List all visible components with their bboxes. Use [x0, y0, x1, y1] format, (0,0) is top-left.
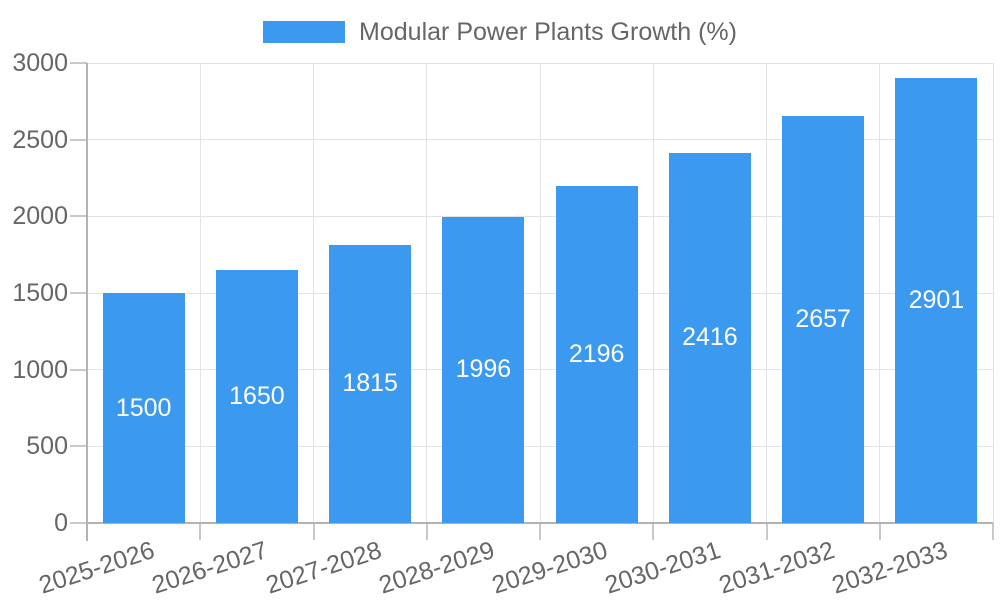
y-axis-line: [86, 63, 88, 541]
bar-2029-2030: [555, 186, 638, 523]
x-gridline: [652, 63, 654, 523]
legend-label: Modular Power Plants Growth (%): [359, 18, 737, 46]
x-axis-tick: [425, 523, 428, 540]
x-gridline: [426, 63, 428, 523]
legend[interactable]: Modular Power Plants Growth (%): [0, 18, 1000, 46]
y-axis-tick: [70, 445, 87, 448]
x-axis-tick: [765, 523, 768, 540]
x-gridline: [992, 63, 994, 523]
y-axis-tick: [70, 522, 87, 524]
x-axis-tick-label: 2026-2027: [148, 536, 272, 600]
bar-2027-2028: [329, 244, 412, 523]
y-axis-tick: [70, 62, 87, 64]
x-axis-line: [87, 522, 993, 524]
plot-area: 1500 1650 1815 1996 2196 2416 2657 2901: [70, 62, 994, 541]
y-axis-tick-label: 1000: [12, 355, 68, 384]
y-axis-tick: [70, 368, 87, 371]
x-axis-tick: [539, 523, 541, 540]
x-axis-tick-label: 2029-2030: [488, 536, 611, 600]
x-axis-tick: [312, 523, 315, 540]
bar-2028-2029: [442, 216, 525, 523]
y-axis-tick-label: 1500: [12, 279, 68, 307]
x-axis-tick-label: 2031-2032: [715, 536, 838, 600]
bar-2032-2033: [895, 78, 978, 523]
bar-2025-2026: [102, 293, 185, 523]
x-axis-tick: [199, 523, 202, 540]
x-axis-tick: [652, 523, 655, 540]
y-axis-tick-label: 3000: [12, 49, 68, 77]
x-gridline: [199, 63, 201, 523]
bar-2030-2031: [668, 152, 751, 523]
x-gridline: [766, 63, 767, 523]
x-gridline: [313, 63, 314, 523]
bar-2026-2027: [215, 270, 298, 523]
x-axis-tick: [992, 523, 994, 540]
y-axis-tick: [70, 138, 87, 141]
x-axis-tick-label: 2025-2026: [35, 536, 158, 600]
y-axis-tick: [70, 215, 87, 218]
x-axis-tick-label: 2030-2031: [601, 536, 725, 600]
bar-2031-2032: [782, 115, 865, 523]
x-axis-tick-label: 2028-2029: [375, 536, 498, 600]
x-axis-tick-label: 2032-2033: [828, 536, 951, 600]
y-axis-tick-label: 2500: [12, 125, 68, 154]
x-axis-tick: [878, 523, 881, 540]
legend-swatch: [263, 21, 346, 43]
y-axis-tick-label: 0: [54, 509, 68, 537]
x-gridline: [879, 63, 881, 523]
x-axis-tick-label: 2027-2028: [262, 536, 385, 600]
y-axis-tick-label: 500: [26, 432, 68, 461]
y-axis-tick-label: 2000: [12, 202, 68, 231]
y-axis-tick: [70, 292, 87, 294]
x-gridline: [539, 63, 541, 523]
